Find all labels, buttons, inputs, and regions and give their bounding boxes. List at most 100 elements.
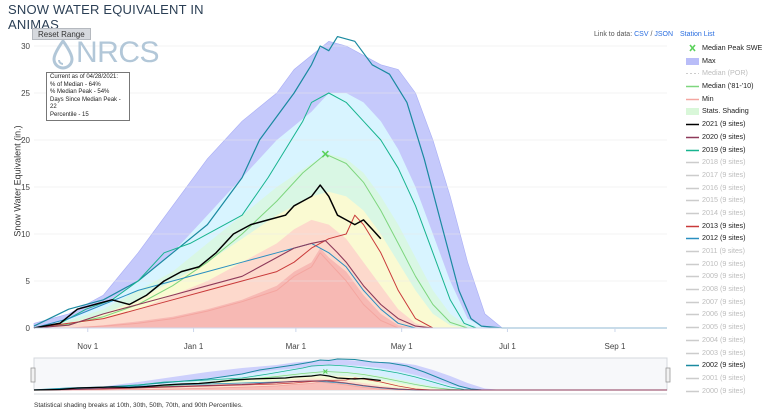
legend-item-2021-9-sites[interactable]: 2021 (9 sites) bbox=[686, 118, 766, 131]
link-prefix: Link to data: bbox=[594, 31, 633, 38]
y-tick-label-5: 5 bbox=[26, 277, 31, 286]
legend-symbol-2007-9-sites bbox=[686, 301, 699, 303]
band-10th bbox=[34, 248, 667, 328]
legend-symbol-median-por bbox=[686, 73, 699, 75]
legend-item-2009-9-sites[interactable]: 2009 (9 sites) bbox=[686, 270, 766, 283]
legend-symbol-2000-9-sites bbox=[686, 390, 699, 392]
legend-item-median-por[interactable]: Median (POR) bbox=[686, 67, 766, 80]
legend-item-2006-9-sites[interactable]: 2006 (9 sites) bbox=[686, 308, 766, 321]
legend-label: 2020 (9 sites) bbox=[702, 131, 746, 141]
legend-label: 2009 (9 sites) bbox=[702, 271, 746, 281]
info-days-since-peak: Days Since Median Peak - 22 bbox=[50, 96, 121, 111]
chart-legend: Median Peak SWE Max Median (POR) Median ('8… bbox=[686, 42, 766, 397]
legend-item-max[interactable]: Max bbox=[686, 55, 766, 68]
y-tick-label-25: 25 bbox=[21, 89, 30, 98]
reset-range-button[interactable]: Reset Range bbox=[32, 28, 91, 40]
x-tick-label-jan-1: Jan 1 bbox=[184, 342, 204, 351]
legend-item-2005-9-sites[interactable]: 2005 (9 sites) bbox=[686, 321, 766, 334]
nrcs-logo bbox=[52, 38, 74, 75]
legend-item-2003-9-sites[interactable]: 2003 (9 sites) bbox=[686, 347, 766, 360]
legend-item-2019-9-sites[interactable]: 2019 (9 sites) bbox=[686, 144, 766, 157]
legend-symbol-2005-9-sites bbox=[686, 326, 699, 329]
legend-item-2008-9-sites[interactable]: 2008 (9 sites) bbox=[686, 283, 766, 296]
x-tick-label-may-1: May 1 bbox=[391, 342, 413, 351]
legend-item-2014-9-sites[interactable]: 2014 (9 sites) bbox=[686, 207, 766, 220]
legend-label: 2004 (9 sites) bbox=[702, 334, 746, 344]
info-percentile: Percentile - 15 bbox=[50, 111, 89, 118]
legend-item-2017-9-sites[interactable]: 2017 (9 sites) bbox=[686, 169, 766, 182]
series-line-min bbox=[34, 252, 667, 329]
legend-item-2016-9-sites[interactable]: 2016 (9 sites) bbox=[686, 182, 766, 195]
legend-label: 2000 (9 sites) bbox=[702, 385, 746, 395]
legend-label: 2011 (9 sites) bbox=[702, 246, 746, 255]
legend-label: 2002 (9 sites) bbox=[702, 360, 746, 370]
legend-symbol-median-peak-swe bbox=[689, 44, 696, 52]
navigator-median-peak-marker bbox=[322, 369, 328, 374]
legend-item-2018-9-sites[interactable]: 2018 (9 sites) bbox=[686, 156, 766, 169]
x-tick-label-nov-1: Nov 1 bbox=[77, 342, 98, 351]
legend-item-2007-9-sites[interactable]: 2007 (9 sites) bbox=[686, 296, 766, 309]
info-pct-median: % of Median - 64% bbox=[50, 81, 101, 88]
series-line-2013-9-sites bbox=[33, 214, 667, 329]
legend-item-2013-9-sites[interactable]: 2013 (9 sites) bbox=[686, 220, 766, 233]
median-peak-marker bbox=[321, 150, 329, 158]
legend-label: 2018 (9 sites) bbox=[702, 157, 746, 167]
legend-item-min[interactable]: Min bbox=[686, 93, 766, 106]
legend-item-2000-9-sites[interactable]: 2000 (9 sites) bbox=[686, 385, 766, 398]
y-tick-label-10: 10 bbox=[21, 230, 30, 239]
navigator-line-2019-9-sites bbox=[33, 364, 667, 391]
series-line-2020-9-sites bbox=[33, 240, 667, 329]
legend-symbol-2015-9-sites bbox=[686, 200, 699, 202]
legend-label: Stats. Shading bbox=[702, 106, 749, 116]
navigator-line-min bbox=[34, 381, 667, 391]
legend-symbol-2003-9-sites bbox=[686, 352, 699, 354]
legend-symbol-2008-9-sites bbox=[686, 288, 699, 291]
legend-item-2012-9-sites[interactable]: 2012 (9 sites) bbox=[686, 232, 766, 245]
legend-label: 2016 (9 sites) bbox=[702, 182, 746, 192]
footer-note: Statistical shading breaks at 10th, 30th… bbox=[34, 402, 243, 409]
legend-label: 2021 (9 sites) bbox=[702, 119, 746, 129]
navigator-handle-right[interactable] bbox=[665, 367, 671, 383]
legend-symbol-2014-9-sites bbox=[686, 212, 699, 215]
legend-symbol-2010-9-sites bbox=[686, 263, 699, 265]
legend-label: 2014 (9 sites) bbox=[702, 207, 746, 217]
legend-symbol-2006-9-sites bbox=[686, 314, 699, 316]
band-30th bbox=[34, 219, 667, 328]
legend-item-median-peak-swe[interactable]: Median Peak SWE bbox=[686, 42, 766, 55]
navigator-line-2021-9-sites bbox=[33, 374, 381, 391]
chart-title-line1: SNOW WATER EQUIVALENT IN bbox=[8, 2, 204, 17]
csv-link[interactable]: CSV bbox=[634, 31, 649, 38]
legend-symbol-median-81-10 bbox=[686, 85, 699, 88]
legend-symbol-2018-9-sites bbox=[686, 161, 699, 164]
json-link[interactable]: JSON bbox=[654, 31, 674, 38]
legend-label: Median (POR) bbox=[702, 68, 748, 78]
legend-symbol-2013-9-sites bbox=[686, 225, 699, 227]
legend-label: Min bbox=[702, 93, 714, 103]
legend-item-stats-shading[interactable]: Stats. Shading bbox=[686, 105, 766, 118]
legend-item-2020-9-sites[interactable]: 2020 (9 sites) bbox=[686, 131, 766, 144]
legend-symbol-2020-9-sites bbox=[686, 136, 699, 139]
legend-symbol-2011-9-sites bbox=[686, 250, 699, 253]
navigator-handle-left[interactable] bbox=[30, 367, 36, 383]
legend-label: 2003 (9 sites) bbox=[702, 347, 746, 357]
legend-item-2001-9-sites[interactable]: 2001 (9 sites) bbox=[686, 372, 766, 385]
legend-item-2002-9-sites[interactable]: 2002 (9 sites) bbox=[686, 359, 766, 372]
legend-item-2015-9-sites[interactable]: 2015 (9 sites) bbox=[686, 194, 766, 207]
legend-item-2011-9-sites[interactable]: 2011 (9 sites) bbox=[686, 245, 766, 258]
water-drop-icon bbox=[52, 38, 74, 70]
legend-label: 2007 (9 sites) bbox=[702, 296, 746, 306]
legend-label: 2015 (9 sites) bbox=[702, 195, 746, 205]
legend-item-2010-9-sites[interactable]: 2010 (9 sites) bbox=[686, 258, 766, 271]
nrcs-logo-text: NRCS bbox=[76, 36, 160, 69]
legend-item-median-81-10[interactable]: Median ('81-'10) bbox=[686, 80, 766, 93]
station-list-link[interactable]: Station List bbox=[680, 31, 715, 38]
x-tick-label-jul-1: Jul 1 bbox=[499, 342, 516, 351]
info-current-as-of: Current as of 04/28/2021: bbox=[50, 74, 119, 80]
legend-symbol-2017-9-sites bbox=[686, 174, 699, 177]
legend-symbol-2001-9-sites bbox=[686, 377, 699, 380]
navigator-line-2020-9-sites bbox=[33, 380, 667, 391]
info-pct-median-peak: % Median Peak - 54% bbox=[50, 89, 110, 95]
legend-item-2004-9-sites[interactable]: 2004 (9 sites) bbox=[686, 334, 766, 347]
legend-symbol-2004-9-sites bbox=[686, 339, 699, 342]
series-line-2019-9-sites bbox=[33, 92, 667, 329]
